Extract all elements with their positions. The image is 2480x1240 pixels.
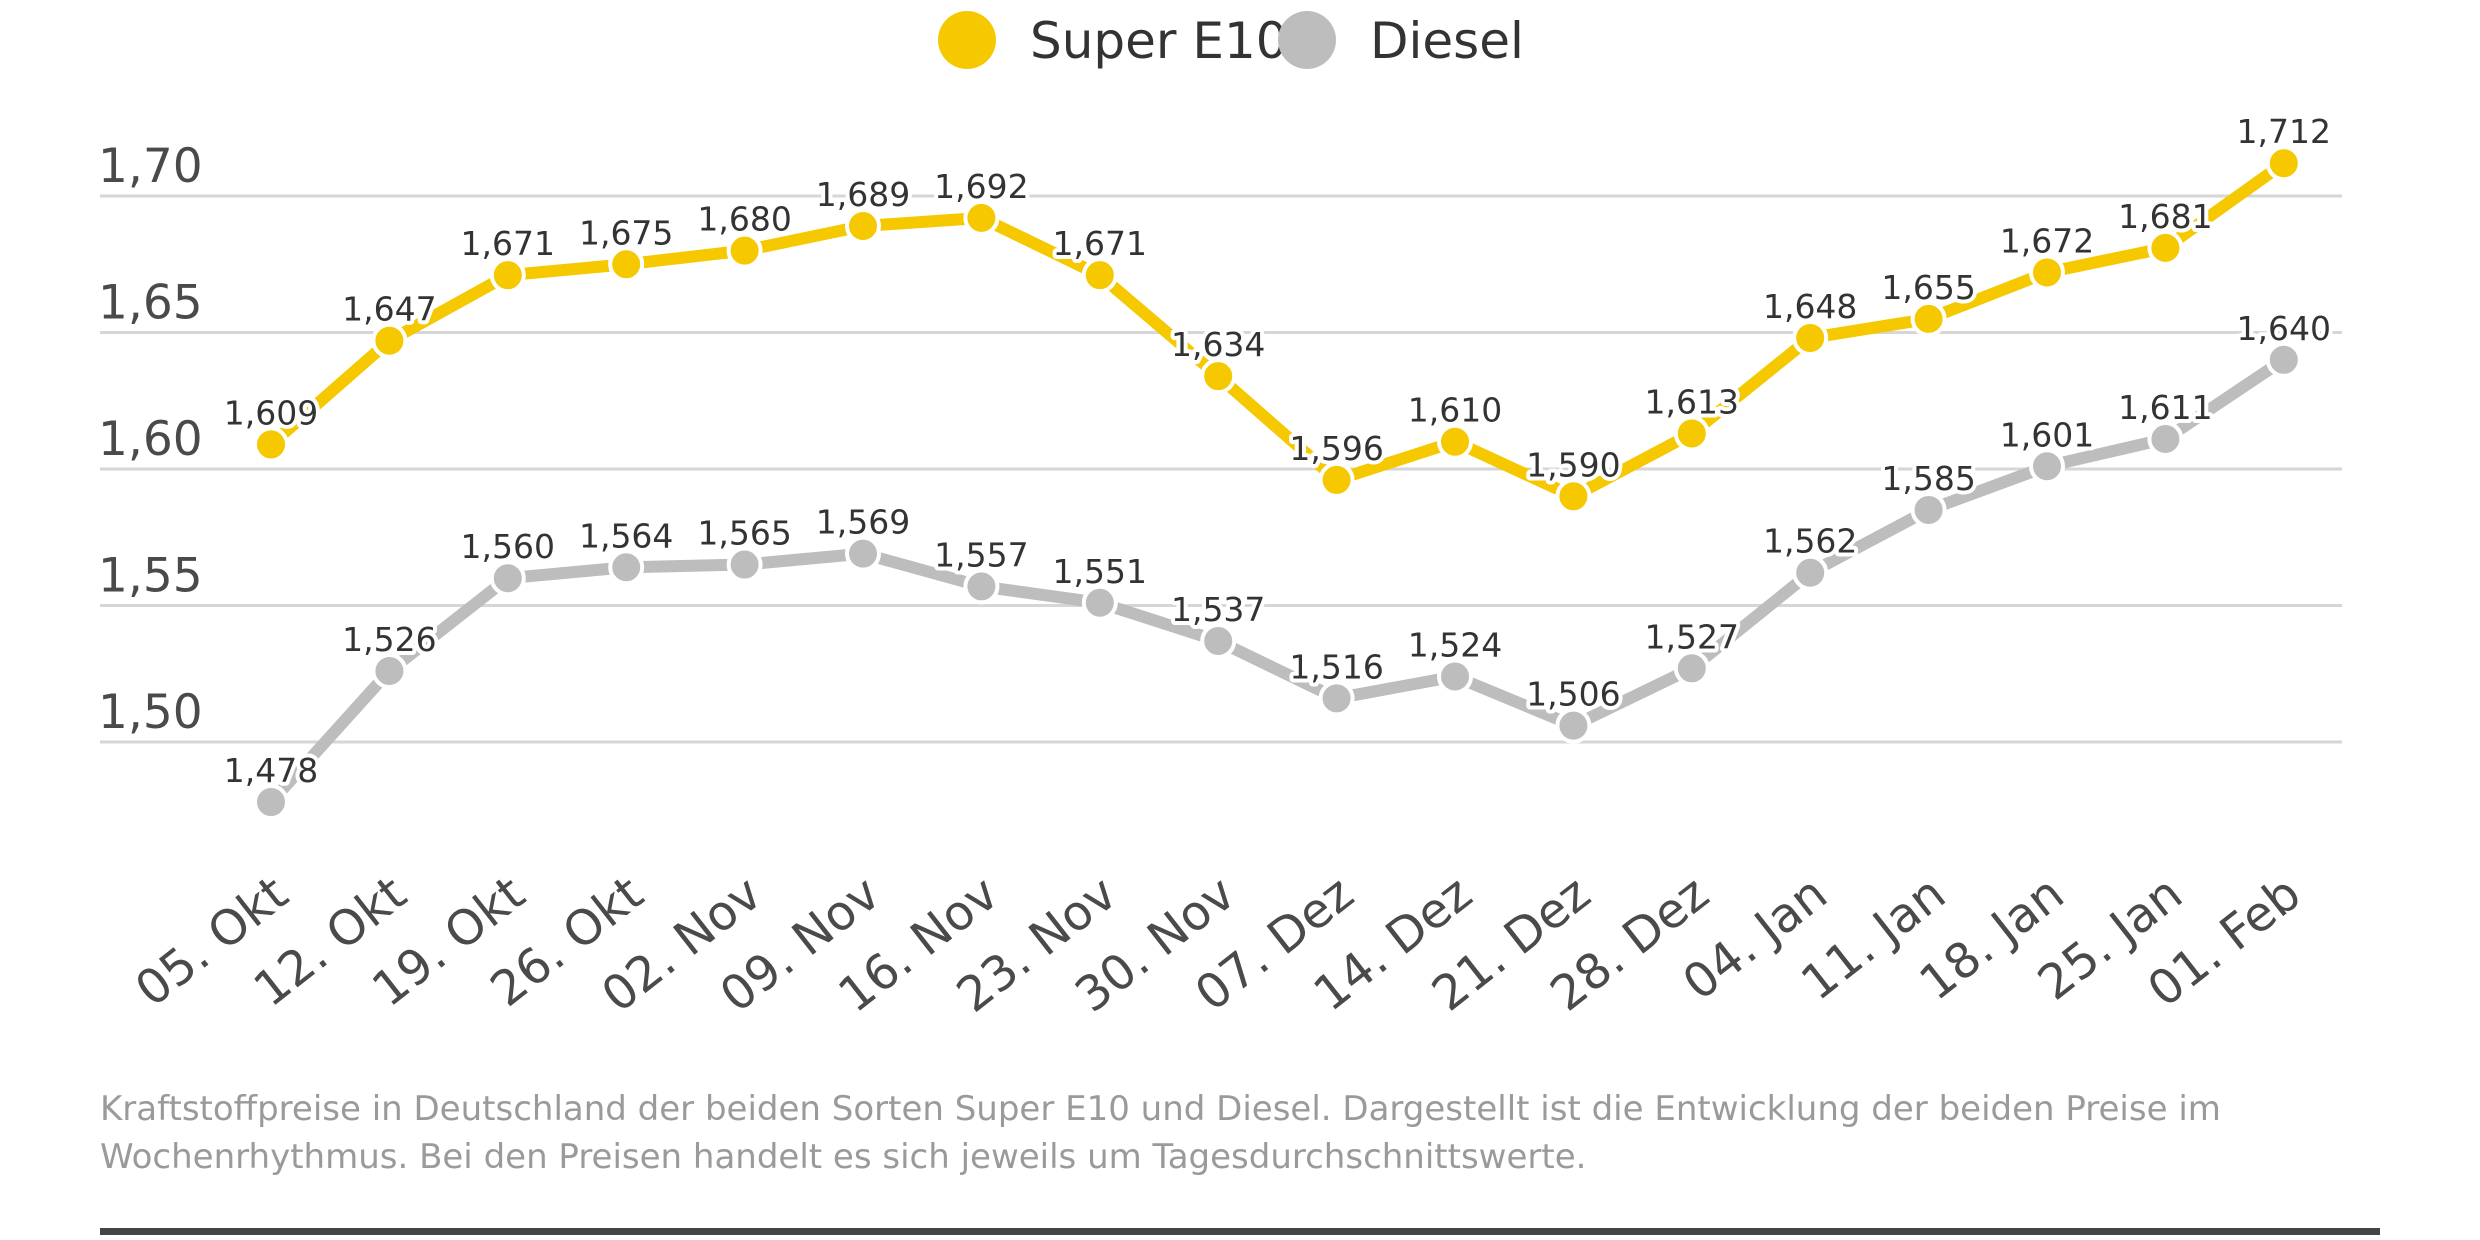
- data-point: [1318, 461, 1355, 498]
- data-label: 1,564: [579, 516, 673, 555]
- data-label: 1,601: [2000, 415, 2094, 454]
- data-point: [1792, 554, 1829, 591]
- data-label: 1,692: [934, 167, 1028, 206]
- data-label: 1,648: [1763, 287, 1857, 326]
- data-label: 1,506: [1526, 675, 1620, 714]
- legend-marker: [938, 11, 996, 69]
- legend-label: Super E10: [1030, 12, 1288, 70]
- data-point: [1437, 423, 1473, 460]
- data-label: 1,689: [816, 175, 910, 214]
- data-point: [1910, 491, 1947, 528]
- data-label: 1,585: [1881, 459, 1975, 498]
- data-label: 1,527: [1645, 617, 1739, 656]
- y-tick-label: 1,65: [98, 276, 203, 331]
- y-tick-label: 1,50: [98, 685, 203, 740]
- data-label: 1,634: [1171, 325, 1265, 364]
- legend-label: Diesel: [1370, 12, 1524, 70]
- data-point: [1200, 358, 1237, 395]
- data-point: [2147, 229, 2184, 266]
- data-label: 1,478: [224, 751, 318, 790]
- y-tick-label: 1,55: [98, 549, 203, 604]
- caption-line-1: Kraftstoffpreise in Deutschland der beid…: [100, 1089, 2221, 1129]
- data-label: 1,712: [2237, 112, 2331, 151]
- data-point: [1673, 415, 1710, 452]
- gridlines: [100, 194, 2342, 744]
- data-labels-layer: 1,609 1,647 1,671 1,675 1,680 1,689 1,692 1,671…: [220, 108, 2335, 794]
- data-point: [1555, 478, 1592, 515]
- data-point: [1673, 650, 1710, 687]
- data-label: 1,569: [816, 503, 910, 542]
- data-point: [1792, 319, 1829, 356]
- series-layer: [253, 145, 2302, 821]
- data-label: 1,613: [1645, 383, 1739, 422]
- data-label: 1,655: [1881, 268, 1975, 307]
- data-label: 1,526: [342, 620, 436, 659]
- caption-line-2: Wochenrhythmus. Bei den Preisen handelt …: [100, 1137, 1586, 1177]
- data-point: [489, 560, 526, 597]
- data-label: 1,565: [697, 514, 791, 553]
- data-label: 1,596: [1289, 429, 1383, 468]
- series-line: [265, 157, 2290, 503]
- data-point: [371, 653, 408, 690]
- data-label: 1,562: [1763, 522, 1857, 561]
- data-point: [845, 535, 881, 572]
- data-label: 1,671: [1053, 224, 1147, 263]
- data-point: [608, 246, 645, 283]
- data-point: [726, 546, 763, 583]
- data-label: 1,640: [2237, 309, 2331, 348]
- y-axis-labels: 1,50 1,55 1,60 1,65 1,70: [98, 139, 203, 740]
- data-point: [963, 199, 1000, 236]
- data-label: 1,610: [1408, 391, 1502, 430]
- data-label: 1,647: [342, 290, 436, 329]
- data-label: 1,611: [2118, 388, 2212, 427]
- data-label: 1,681: [2118, 197, 2212, 236]
- chart-caption: Kraftstoffpreise in Deutschland der beid…: [100, 1089, 2221, 1177]
- y-tick-label: 1,70: [98, 139, 203, 194]
- data-label: 1,590: [1526, 445, 1620, 484]
- data-point: [1081, 257, 1118, 294]
- data-label: 1,671: [461, 224, 555, 263]
- data-point: [1318, 680, 1355, 717]
- data-point: [2265, 145, 2302, 182]
- data-point: [1555, 707, 1592, 744]
- data-label: 1,557: [934, 535, 1028, 574]
- series-line: [265, 353, 2290, 809]
- data-label: 1,680: [697, 200, 791, 239]
- data-point: [1910, 300, 1947, 337]
- data-label: 1,516: [1289, 647, 1383, 686]
- data-point: [1437, 658, 1473, 695]
- data-point: [2029, 254, 2065, 291]
- data-point: [726, 232, 763, 269]
- data-label: 1,524: [1408, 625, 1502, 664]
- data-point: [2029, 448, 2065, 485]
- data-point: [2265, 341, 2302, 378]
- data-label: 1,551: [1053, 552, 1147, 591]
- data-label: 1,609: [224, 393, 318, 432]
- data-point: [253, 426, 289, 463]
- data-label: 1,672: [2000, 221, 2094, 260]
- data-point: [1200, 622, 1237, 659]
- data-point: [489, 257, 526, 294]
- chart-legend: Super E10 Diesel: [938, 11, 1524, 70]
- data-point: [1081, 584, 1118, 621]
- data-point: [608, 549, 645, 586]
- legend-marker: [1278, 11, 1336, 69]
- data-point: [845, 208, 881, 245]
- footer-rule: [100, 1228, 2380, 1235]
- data-label: 1,537: [1171, 590, 1265, 629]
- data-point: [2147, 420, 2184, 457]
- data-point: [963, 568, 1000, 605]
- data-label: 1,675: [579, 213, 673, 252]
- y-tick-label: 1,60: [98, 412, 203, 467]
- data-point: [253, 784, 289, 821]
- data-label: 1,560: [461, 527, 555, 566]
- data-point: [371, 322, 408, 359]
